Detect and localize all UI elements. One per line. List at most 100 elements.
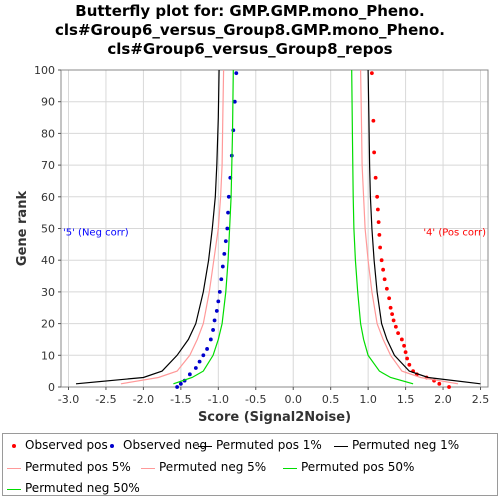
data-point-observed-neg xyxy=(187,372,192,377)
x-tick-label: 2.5 xyxy=(472,393,490,406)
legend-item-observed-pos: Observed pos xyxy=(7,438,108,452)
legend-item-observed-neg: Observed neg xyxy=(105,438,207,452)
legend-symbol xyxy=(283,463,297,473)
legend-label: Permuted pos 50% xyxy=(301,460,415,474)
data-point-observed-pos xyxy=(378,245,383,250)
data-point-observed-pos xyxy=(405,356,409,361)
chart-legend: Observed pos Observed neg Permuted pos 1% P… xyxy=(2,433,498,496)
x-tick-label: 1.5 xyxy=(397,393,415,406)
data-point-observed-neg xyxy=(232,99,237,104)
chart-title-line-2: cls#Group6_versus_Group8.GMP.mono_Pheno. xyxy=(55,21,445,39)
legend-label: Permuted neg 50% xyxy=(25,481,140,495)
data-point-observed-pos xyxy=(375,194,380,199)
data-point-observed-neg xyxy=(234,71,239,76)
y-tick-label: 70 xyxy=(41,159,55,172)
data-point-observed-neg xyxy=(193,366,198,370)
data-point-observed-pos xyxy=(447,385,451,389)
series-line-permuted-neg-1pct xyxy=(75,69,220,385)
x-tick-label: -1.5 xyxy=(170,393,191,406)
y-tick-label: 100 xyxy=(34,64,55,77)
y-tick-label: 80 xyxy=(41,127,55,140)
data-point-observed-pos xyxy=(377,232,382,237)
data-point-observed-neg xyxy=(175,385,180,389)
data-point-observed-neg xyxy=(201,353,206,358)
legend-symbol xyxy=(7,484,21,494)
data-point-observed-neg xyxy=(217,290,222,294)
legend-item-permuted-pos-50pct: Permuted pos 50% xyxy=(283,460,414,474)
data-point-observed-pos xyxy=(396,331,401,336)
chart-title-line-1: Butterfly plot for: GMP.GMP.mono_Pheno. xyxy=(75,2,425,20)
legend-label: Permuted pos 5% xyxy=(25,460,131,474)
series-line-permuted-pos-5pct xyxy=(360,69,459,385)
y-axis-label: Gene rank xyxy=(15,191,30,267)
chart-title: Butterfly plot for: GMP.GMP.mono_Pheno. … xyxy=(0,2,500,59)
x-axis-label: Score (Signal2Noise) xyxy=(198,410,351,425)
data-point-observed-neg xyxy=(225,226,230,231)
legend-symbol xyxy=(105,441,119,451)
data-point-observed-neg xyxy=(226,210,230,215)
data-point-observed-neg xyxy=(226,194,231,199)
y-tick-label: 60 xyxy=(41,191,55,204)
data-point-observed-neg xyxy=(208,337,213,342)
data-point-observed-pos xyxy=(379,258,384,263)
legend-label: Observed pos xyxy=(25,438,108,452)
legend-symbol xyxy=(141,463,155,473)
data-point-observed-pos xyxy=(437,381,442,386)
data-point-observed-pos xyxy=(384,286,389,291)
data-point-observed-pos xyxy=(403,350,408,355)
series-line-permuted-neg-50pct xyxy=(173,69,234,385)
legend-symbol xyxy=(334,441,348,451)
data-point-observed-neg xyxy=(214,309,219,313)
data-point-observed-neg xyxy=(220,264,225,269)
data-point-observed-pos xyxy=(376,220,381,225)
data-point-observed-neg xyxy=(223,239,228,244)
data-point-observed-neg xyxy=(212,318,217,323)
data-point-observed-pos xyxy=(369,71,374,76)
data-point-observed-pos xyxy=(372,150,377,155)
legend-label: Permuted neg 1% xyxy=(352,438,460,452)
data-point-observed-pos xyxy=(407,362,412,367)
data-point-observed-pos xyxy=(388,305,393,310)
data-point-observed-pos xyxy=(381,267,386,272)
data-point-observed-neg xyxy=(205,347,209,351)
legend-label: Observed neg xyxy=(123,438,208,452)
x-tick-label: -1.0 xyxy=(208,393,229,406)
legend-label: Permuted pos 1% xyxy=(216,438,322,452)
legend-symbol xyxy=(7,463,21,473)
y-tick-label: 0 xyxy=(48,381,55,394)
pos-corr-annotation: '4' (Pos corr) xyxy=(423,228,486,239)
butterfly-plot: 0 10 20 30 40 50 60 70 80 90 100 -3.0 -2.5 -2.0 -1.5 -1… xyxy=(15,64,490,425)
data-point-observed-pos xyxy=(391,318,396,323)
x-tick-label: 0.5 xyxy=(322,393,340,406)
data-point-observed-pos xyxy=(402,343,406,348)
data-point-observed-pos xyxy=(387,296,392,301)
series-line-permuted-neg-5pct xyxy=(120,69,225,385)
x-tick-label: -2.5 xyxy=(95,393,116,406)
legend-symbol xyxy=(198,441,212,451)
x-tick-label: -2.0 xyxy=(133,393,154,406)
legend-item-permuted-neg-50pct: Permuted neg 50% xyxy=(7,481,140,495)
data-point-observed-pos xyxy=(393,324,398,329)
legend-item-permuted-neg-1pct: Permuted neg 1% xyxy=(334,438,459,452)
data-point-observed-pos xyxy=(382,277,387,282)
y-tick-label: 90 xyxy=(41,96,55,109)
x-tick-label: -3.0 xyxy=(58,393,79,406)
data-point-observed-pos xyxy=(371,118,376,123)
series-line-permuted-pos-1pct xyxy=(367,69,481,385)
y-tick-label: 10 xyxy=(41,349,55,362)
y-tick-label: 20 xyxy=(41,318,55,331)
x-tick-label: 1.0 xyxy=(359,393,377,406)
y-tick-label: 30 xyxy=(41,286,55,299)
data-point-observed-neg xyxy=(222,251,227,256)
data-point-observed-neg xyxy=(216,299,221,304)
x-tick-label: 2.0 xyxy=(434,393,452,406)
data-point-observed-pos xyxy=(373,175,378,180)
data-point-observed-pos xyxy=(375,207,380,212)
data-point-observed-pos xyxy=(390,312,395,316)
x-tick-label: 0.0 xyxy=(284,393,302,406)
data-point-observed-neg xyxy=(197,359,202,364)
legend-label: Permuted neg 5% xyxy=(159,460,267,474)
y-tick-label: 50 xyxy=(41,223,55,236)
x-tick-label: -0.5 xyxy=(245,393,266,406)
series-line-permuted-pos-50pct xyxy=(351,69,414,385)
